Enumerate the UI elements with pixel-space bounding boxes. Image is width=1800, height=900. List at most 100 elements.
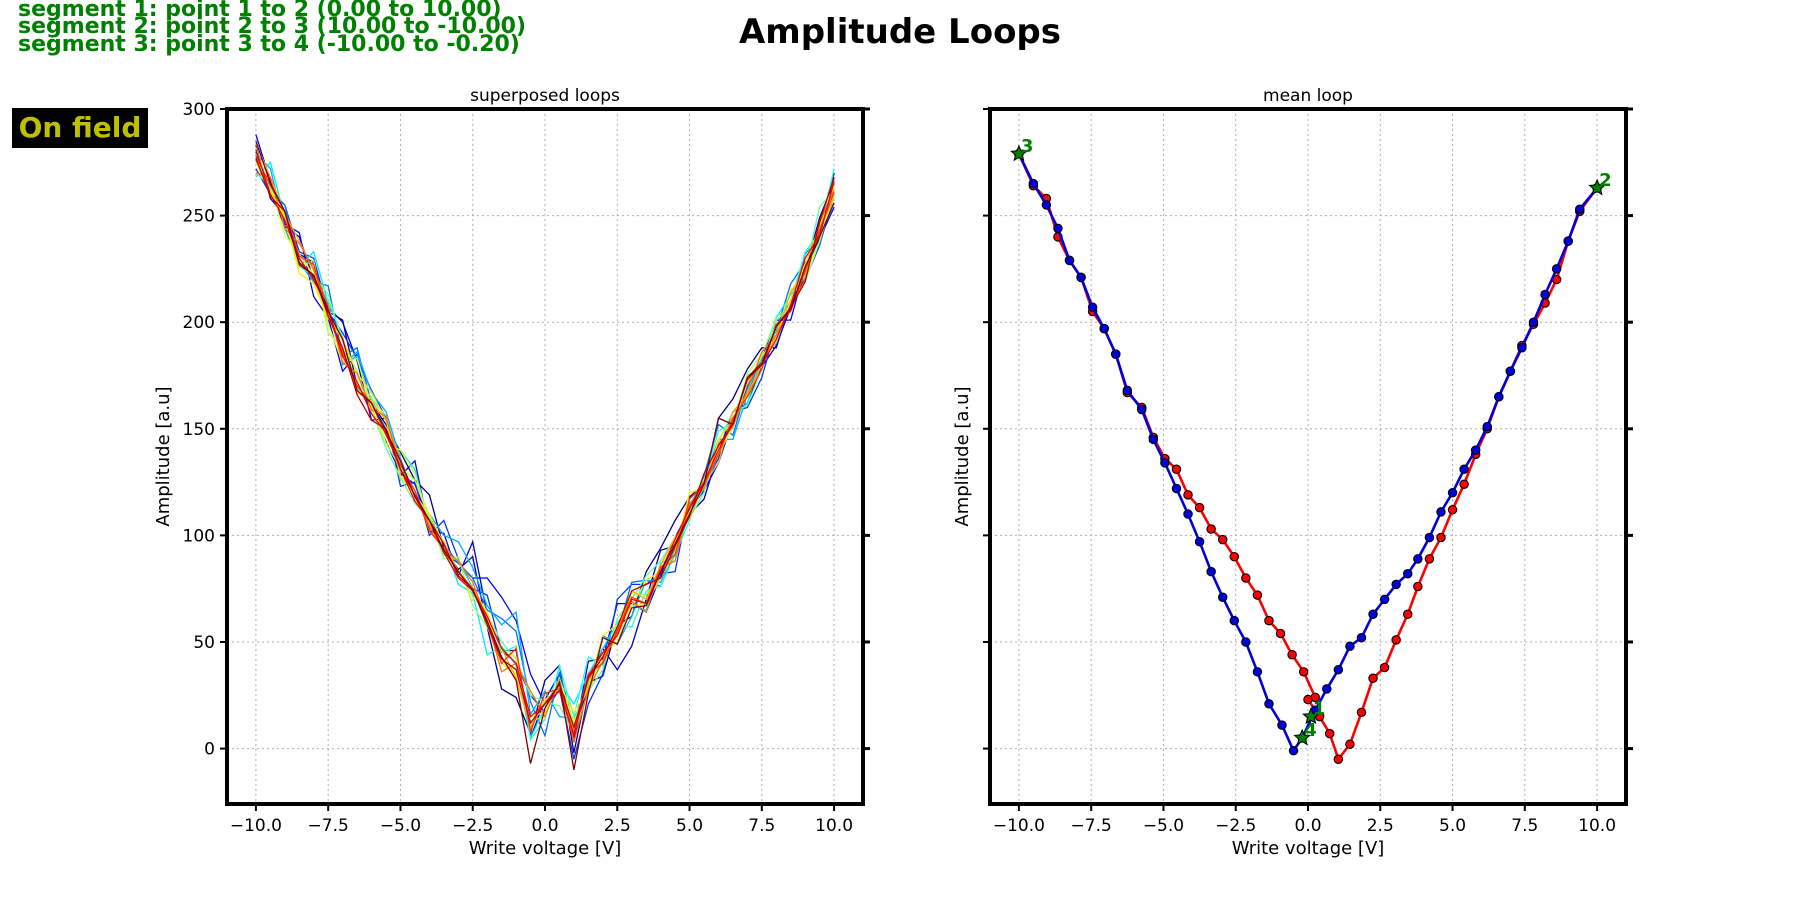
reverse-branch-point xyxy=(1053,223,1063,234)
reverse-branch-point xyxy=(1229,615,1240,626)
reverse-branch-point xyxy=(1241,637,1251,647)
y-tick-label: 100 xyxy=(183,526,215,546)
forward-branch-point xyxy=(1459,479,1469,489)
figure-title: Amplitude Loops xyxy=(738,12,1062,52)
reverse-branch-point xyxy=(1494,392,1504,402)
x-tick-label: 0.0 xyxy=(1294,816,1321,836)
x-tick-label: −5.0 xyxy=(1143,816,1184,836)
segment-point-marker xyxy=(1588,178,1606,196)
x-tick-label: 5.0 xyxy=(676,816,703,836)
reverse-branch-point xyxy=(1099,323,1109,334)
forward-branch-point xyxy=(1206,524,1216,534)
segment-point-marker xyxy=(1010,144,1028,162)
reverse-branch-point xyxy=(1528,317,1539,327)
x-tick-label: −5.0 xyxy=(380,816,421,836)
reverse-branch-point xyxy=(1277,720,1287,730)
reverse-branch-point xyxy=(1160,458,1170,468)
reverse-branch-point xyxy=(1436,507,1446,517)
reverse-branch-point xyxy=(1459,464,1469,475)
reverse-branch-point xyxy=(1087,302,1098,313)
reverse-branch-line xyxy=(1017,153,1599,754)
axes-frame xyxy=(225,107,865,806)
loop-line xyxy=(255,159,835,738)
segment-label-1: segment 1: point 1 to 2 (0.00 to 10.00) xyxy=(18,0,502,22)
forward-branch-point xyxy=(1447,505,1458,515)
segment-label-3: segment 3: point 3 to 4 (-10.00 to -0.20… xyxy=(18,32,520,57)
forward-branch-point xyxy=(1183,490,1193,500)
reverse-branch-point xyxy=(1288,745,1299,756)
segment-point-label: 1 xyxy=(1313,699,1326,720)
reverse-branch-point xyxy=(1076,272,1086,283)
forward-branch-point xyxy=(1264,615,1274,626)
superposed-loops-panel: −10.0 −7.5 −5.0 −2.5 0.0 2.5 5.0 7.5 10.0 0 50 100 1… xyxy=(153,86,870,859)
x-tick-label: 5.0 xyxy=(1439,816,1466,836)
reverse-branch-point xyxy=(1333,664,1344,675)
reverse-branch-point xyxy=(1517,343,1527,353)
reverse-branch-point xyxy=(1064,255,1075,266)
loop-line xyxy=(255,153,835,720)
loop-line xyxy=(255,142,835,734)
reverse-branch-point xyxy=(1574,204,1585,214)
mean-loop-panel: −10.0 −7.5 −5.0 −2.5 0.0 2.5 5.0 7.5 10.0 Write v… xyxy=(952,86,1633,859)
reverse-branch-point xyxy=(1563,236,1573,246)
x-tick-label: 10.0 xyxy=(815,816,853,836)
y-tick-label: 50 xyxy=(193,633,215,653)
loop-line xyxy=(255,140,835,771)
x-tick-label: 10.0 xyxy=(1578,816,1616,836)
y-tick-label: 0 xyxy=(204,740,215,760)
forward-branch-point xyxy=(1424,554,1435,564)
forward-branch-point xyxy=(1303,694,1313,705)
panel-title: superposed loops xyxy=(470,86,620,106)
x-tick-label: 7.5 xyxy=(748,816,775,836)
x-tick-label: −10.0 xyxy=(993,816,1045,836)
reverse-branch-point xyxy=(1379,594,1390,605)
x-tick-label: −7.5 xyxy=(1071,816,1112,836)
forward-branch-point xyxy=(1333,754,1344,764)
segment-point-label: 2 xyxy=(1599,170,1612,191)
forward-branch-point xyxy=(1345,739,1355,750)
x-tick-label: −10.0 xyxy=(230,816,282,836)
reverse-branch-point xyxy=(1551,264,1562,274)
x-tick-label: 0.0 xyxy=(531,816,558,836)
x-tick-label: −7.5 xyxy=(308,816,349,836)
panel-title: mean loop xyxy=(1263,86,1353,106)
forward-branch-point xyxy=(1229,551,1240,562)
y-tick-label: 150 xyxy=(183,420,215,440)
reverse-branch-point xyxy=(1356,632,1367,643)
y-axis-label: Amplitude [a.u] xyxy=(153,386,174,526)
forward-branch-line-negative xyxy=(1017,153,1317,698)
reverse-branch-point xyxy=(1028,178,1039,189)
reverse-branch-point xyxy=(1111,349,1121,359)
y-tick-label: 300 xyxy=(183,100,215,120)
forward-branch-point xyxy=(1194,502,1205,513)
reverse-branch-point xyxy=(1148,434,1159,445)
loop-line xyxy=(255,145,835,753)
segment-point-label: 4 xyxy=(1304,720,1317,741)
reverse-branch-point xyxy=(1137,404,1147,415)
forward-branch-point xyxy=(1287,650,1297,660)
x-tick-label: 7.5 xyxy=(1511,816,1538,836)
y-tick-label: 250 xyxy=(183,207,215,227)
reverse-branch-point xyxy=(1505,366,1516,376)
reverse-branch-point xyxy=(1391,579,1401,590)
x-tick-label: 2.5 xyxy=(604,816,631,836)
reverse-branch-point xyxy=(1368,609,1378,620)
reverse-branch-point xyxy=(1447,487,1458,498)
reverse-branch-point xyxy=(1217,592,1228,602)
reverse-branch-point xyxy=(1194,537,1205,547)
reverse-branch-point xyxy=(1540,289,1550,300)
y-axis-label: Amplitude [a.u] xyxy=(952,386,973,526)
forward-branch-point xyxy=(1413,581,1423,592)
forward-branch-point xyxy=(1171,464,1182,475)
reverse-branch-point xyxy=(1171,483,1182,494)
reverse-branch-point xyxy=(1183,509,1193,519)
segment-label-2: segment 2: point 2 to 3 (10.00 to -10.00… xyxy=(18,14,527,39)
loop-line xyxy=(255,155,835,742)
reverse-branch-point xyxy=(1264,699,1274,709)
forward-branch-point xyxy=(1217,534,1228,545)
reverse-branch-point xyxy=(1424,532,1435,543)
reverse-branch-point xyxy=(1122,385,1133,396)
reverse-branch-point xyxy=(1345,641,1355,651)
forward-branch-point xyxy=(1252,590,1263,600)
